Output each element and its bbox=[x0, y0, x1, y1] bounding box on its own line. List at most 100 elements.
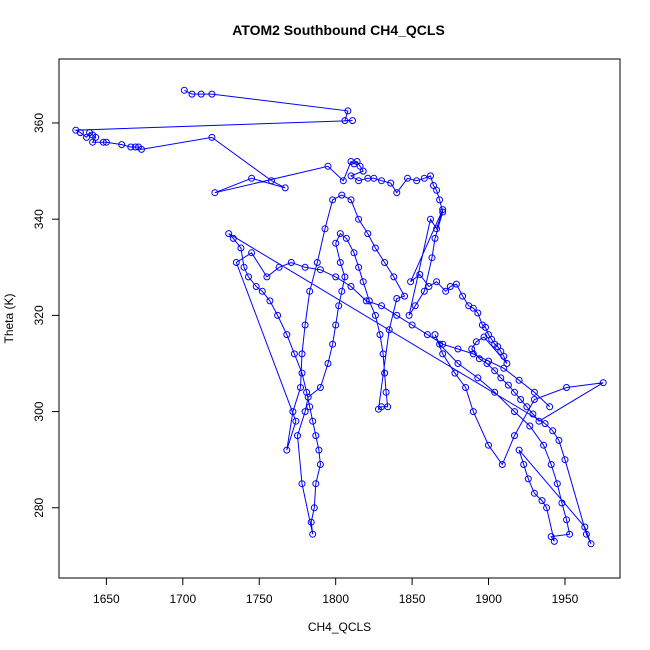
x-tick-label: 1850 bbox=[399, 592, 426, 606]
data-point bbox=[581, 523, 589, 531]
data-point bbox=[401, 292, 408, 300]
data-point bbox=[454, 360, 462, 367]
data-point bbox=[439, 208, 447, 216]
data-point bbox=[428, 254, 436, 262]
data-point bbox=[89, 138, 97, 146]
data-point bbox=[355, 215, 363, 223]
data-point bbox=[356, 162, 364, 170]
data-point bbox=[347, 283, 355, 290]
data-point bbox=[433, 186, 441, 194]
data-point bbox=[316, 384, 324, 391]
data-point bbox=[266, 297, 274, 305]
data-point bbox=[349, 117, 356, 125]
data-point bbox=[566, 530, 574, 538]
data-point bbox=[92, 133, 100, 141]
data-point bbox=[504, 381, 512, 389]
data-point bbox=[304, 393, 312, 401]
data-point bbox=[316, 461, 324, 468]
data-point bbox=[312, 480, 320, 488]
data-point bbox=[497, 347, 505, 355]
data-point bbox=[500, 364, 508, 372]
chart-title: ATOM2 Southbound CH4_QCLS bbox=[232, 22, 445, 38]
data-point bbox=[423, 331, 431, 339]
data-point bbox=[454, 345, 462, 353]
data-point bbox=[469, 350, 477, 358]
data-point bbox=[297, 384, 304, 391]
data-point bbox=[555, 436, 563, 444]
data-point bbox=[347, 172, 355, 180]
data-point bbox=[379, 350, 387, 358]
data-point bbox=[313, 259, 321, 266]
data-point bbox=[245, 273, 252, 281]
data-point bbox=[524, 475, 532, 483]
data-point bbox=[530, 388, 538, 396]
x-tick-label: 1950 bbox=[552, 592, 579, 606]
x-tick-label: 1700 bbox=[169, 592, 196, 606]
y-tick-label: 360 bbox=[32, 113, 46, 133]
data-point bbox=[543, 504, 551, 512]
data-point bbox=[462, 384, 470, 391]
data-point bbox=[538, 497, 546, 505]
data-point bbox=[511, 432, 518, 440]
data-point bbox=[485, 441, 492, 449]
data-point bbox=[452, 280, 460, 288]
data-point bbox=[511, 408, 518, 416]
data-point bbox=[292, 417, 300, 425]
data-point bbox=[475, 355, 483, 363]
data-point bbox=[350, 249, 358, 257]
data-point bbox=[436, 196, 444, 204]
data-point bbox=[83, 133, 90, 141]
data-point bbox=[563, 516, 570, 524]
data-point bbox=[535, 417, 543, 425]
data-point bbox=[541, 420, 549, 428]
data-point bbox=[362, 297, 370, 305]
data-point bbox=[180, 86, 188, 94]
data-point bbox=[425, 283, 433, 290]
data-point bbox=[274, 311, 282, 319]
data-point bbox=[439, 340, 447, 348]
data-point bbox=[229, 234, 237, 242]
data-point bbox=[338, 287, 346, 295]
data-point bbox=[310, 504, 318, 512]
data-point bbox=[547, 461, 555, 468]
data-point bbox=[494, 343, 502, 351]
data-point bbox=[339, 177, 347, 185]
data-point bbox=[413, 177, 421, 185]
data-point bbox=[381, 369, 389, 377]
data-point bbox=[468, 345, 476, 353]
data-point bbox=[316, 266, 324, 274]
x-axis: 1650 1700 1750 1800 1850 1900 1950 bbox=[93, 578, 579, 606]
data-point bbox=[99, 138, 107, 146]
data-point bbox=[341, 273, 349, 281]
data-point bbox=[385, 326, 393, 334]
data-point bbox=[430, 182, 437, 189]
data-point bbox=[371, 311, 379, 319]
data-point bbox=[268, 177, 275, 185]
data-point bbox=[540, 441, 548, 449]
data-point bbox=[480, 333, 488, 341]
data-point bbox=[355, 177, 363, 185]
data-point bbox=[469, 408, 477, 416]
data-point bbox=[587, 540, 595, 548]
data-point bbox=[248, 249, 256, 257]
data-point bbox=[393, 311, 401, 319]
data-point bbox=[561, 456, 569, 464]
data-point bbox=[376, 331, 384, 339]
data-point bbox=[472, 338, 480, 346]
data-point bbox=[336, 259, 344, 266]
data-point bbox=[378, 177, 385, 185]
data-point bbox=[446, 283, 454, 290]
data-point bbox=[208, 133, 216, 141]
data-point bbox=[520, 461, 528, 468]
data-point bbox=[378, 302, 385, 310]
data-point bbox=[411, 302, 419, 310]
x-tick-label: 1800 bbox=[322, 592, 349, 606]
data-point bbox=[407, 278, 415, 286]
data-point bbox=[491, 367, 499, 375]
data-point bbox=[469, 304, 477, 312]
data-point bbox=[342, 234, 350, 242]
data-point bbox=[382, 388, 390, 396]
data-point bbox=[439, 206, 447, 214]
data-point bbox=[408, 321, 416, 329]
